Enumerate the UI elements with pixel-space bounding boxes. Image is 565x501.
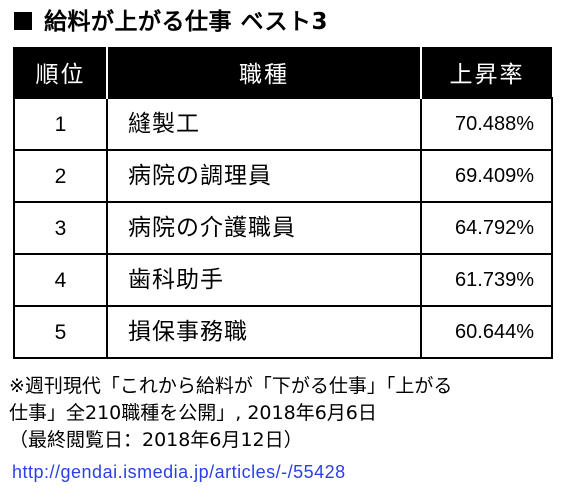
table-row: 3 病院の介護職員 64.792% <box>13 201 553 255</box>
rank-cell: 3 <box>13 201 108 255</box>
rate-cell: 60.644% <box>420 305 553 359</box>
rank-cell: 5 <box>13 305 108 359</box>
table-row: 2 病院の調理員 69.409% <box>13 149 553 203</box>
source-link[interactable]: http://gendai.ismedia.jp/articles/-/5542… <box>12 462 346 482</box>
access-date-line: （最終閲覧日：2018年6月12日） <box>9 429 303 451</box>
job-cell: 病院の介護職員 <box>106 201 422 255</box>
rank-cell: 2 <box>13 149 108 203</box>
source-note-line: 仕事」全210職種を公開」, 2018年6月6日 <box>9 402 377 424</box>
table-row: 5 損保事務職 60.644% <box>13 305 553 359</box>
table-row: 1 縫製工 70.488% <box>13 97 553 151</box>
rate-cell: 64.792% <box>420 201 553 255</box>
rate-cell: 69.409% <box>420 149 553 203</box>
source-note-line: ※週刊現代「これから給料が「下がる仕事」「上がる <box>9 375 453 397</box>
rank-cell: 4 <box>13 253 108 307</box>
page-title-text: 給料が上がる仕事 ベスト3 <box>44 9 328 35</box>
header-rank: 順位 <box>13 47 107 98</box>
header-rate: 上昇率 <box>420 47 552 98</box>
page-title: 給料が上がる仕事 ベスト3 <box>14 6 328 38</box>
job-cell: 病院の調理員 <box>106 149 422 203</box>
rate-cell: 70.488% <box>420 97 553 151</box>
table-row: 4 歯科助手 61.739% <box>13 253 553 307</box>
job-cell: 縫製工 <box>106 97 422 151</box>
table-header-row: 順位 職種 上昇率 <box>13 47 552 98</box>
rank-cell: 1 <box>13 97 108 151</box>
ranking-table: 順位 職種 上昇率 1 縫製工 70.488% 2 病院の調理員 69.409%… <box>13 47 553 359</box>
rate-cell: 61.739% <box>420 253 553 307</box>
header-job: 職種 <box>106 47 421 98</box>
square-bullet-icon <box>14 12 32 30</box>
job-cell: 歯科助手 <box>106 253 422 307</box>
source-note: ※週刊現代「これから給料が「下がる仕事」「上がる 仕事」全210職種を公開」, … <box>9 373 452 454</box>
job-cell: 損保事務職 <box>106 305 422 359</box>
